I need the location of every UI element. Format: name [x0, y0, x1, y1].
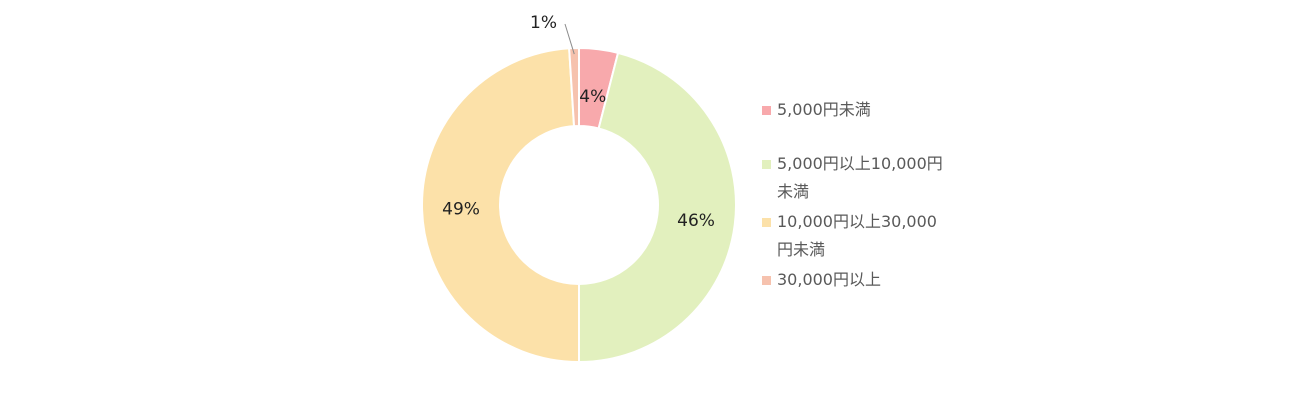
legend-label: 30,000円以上 — [777, 270, 881, 289]
slice-10000-30000 — [421, 47, 580, 364]
data-label: 46% — [677, 211, 715, 231]
legend-label: 5,000円未満 — [777, 100, 871, 119]
data-label: 49% — [442, 200, 480, 220]
legend-swatch — [762, 218, 771, 227]
legend-item-over-30000: 30,000円以上 — [762, 266, 962, 294]
legend-swatch — [762, 160, 771, 169]
legend-item-10000-30000: 10,000円以上30,000円未満 — [762, 208, 962, 264]
legend-item-5000-10000: 5,000円以上10,000円未満 — [762, 150, 962, 206]
legend-swatch — [762, 276, 771, 285]
legend-item-under-5000: 5,000円未満 — [762, 96, 962, 124]
leader-line — [564, 23, 575, 55]
data-label: 4% — [579, 87, 606, 107]
legend-label: 10,000円以上30,000円未満 — [777, 212, 937, 259]
legend-swatch — [762, 106, 771, 115]
data-label: 1% — [530, 13, 557, 33]
chart-legend: 5,000円未満 5,000円以上10,000円未満 10,000円以上30,0… — [762, 96, 962, 296]
slice-5000-10000 — [578, 51, 737, 364]
legend-label: 5,000円以上10,000円未満 — [777, 154, 943, 201]
